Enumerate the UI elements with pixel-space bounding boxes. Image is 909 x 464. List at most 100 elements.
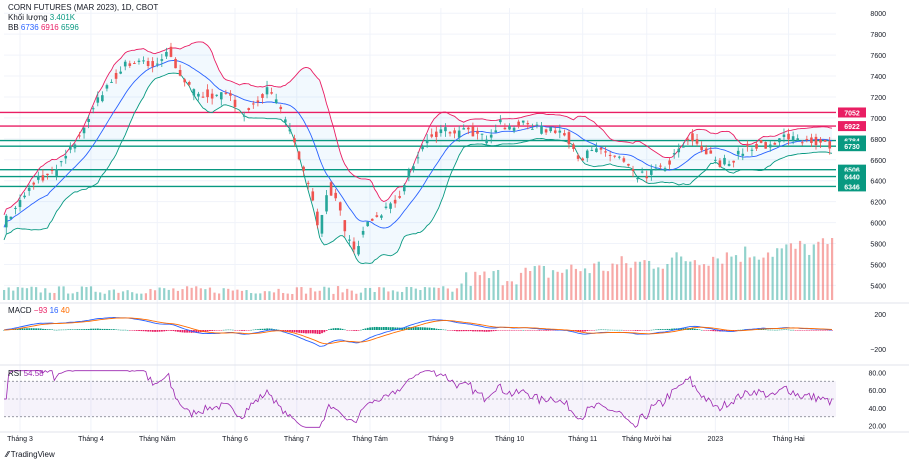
volume-bar [721, 263, 724, 300]
macd-histogram-bar [467, 330, 470, 332]
candle-body [677, 148, 681, 153]
volume-bar [808, 254, 811, 300]
macd-histogram-bar [58, 329, 60, 331]
candle-body [494, 130, 498, 133]
macd-histogram-bar [213, 330, 216, 331]
price-tick-label: 7800 [870, 32, 886, 39]
macd-histogram-bar [659, 329, 662, 330]
candle-body [467, 127, 470, 130]
candle-body [476, 130, 479, 134]
candle-body [325, 195, 328, 212]
rsi-tick-label: 20.00 [868, 424, 886, 431]
macd-histogram-bar [275, 329, 278, 330]
macd-histogram-bar [117, 329, 120, 331]
volume-bar [80, 286, 83, 300]
candle-body [4, 215, 8, 228]
candle-body [384, 206, 388, 208]
macd-histogram-bar [110, 329, 113, 330]
macd-histogram-bar [209, 330, 211, 332]
candle-body [540, 125, 543, 134]
macd-histogram-bar [293, 330, 296, 333]
macd-histogram-bar [245, 330, 248, 331]
macd-histogram-bar [161, 330, 163, 332]
candle-body [617, 156, 621, 158]
macd-histogram-bar [543, 330, 545, 331]
macd-histogram-bar [618, 329, 621, 331]
volume-bar [57, 286, 61, 300]
volume-bar [789, 243, 793, 300]
macd-histogram-bar [547, 330, 550, 331]
candle-body [32, 182, 36, 185]
candle-body [535, 124, 539, 126]
volume-bar [666, 264, 669, 300]
candle-body [457, 130, 461, 138]
time-tick-label: Tháng 3 [7, 436, 33, 443]
macd-histogram-bar [112, 329, 115, 330]
candle-body [229, 93, 232, 96]
macd-legend: MACD −93 16 40 [8, 306, 70, 315]
macd-signal-value: 40 [60, 306, 70, 315]
macd-histogram-bar [401, 327, 403, 330]
macd-histogram-bar [412, 327, 415, 330]
candle-body [59, 161, 63, 163]
macd-histogram-bar [735, 330, 737, 331]
candle-body [663, 168, 667, 171]
macd-histogram-bar [131, 330, 134, 331]
volume-bar [25, 288, 29, 300]
volume-bar [195, 286, 198, 300]
macd-histogram-bar [353, 330, 355, 331]
macd-histogram-bar [515, 330, 518, 331]
candle-body [645, 176, 649, 179]
macd-histogram-bar [540, 330, 543, 331]
volume-bar [556, 271, 559, 300]
level-tag [838, 164, 866, 175]
candle-body [137, 60, 141, 62]
macd-histogram-bar [648, 330, 651, 331]
time-tick-label: Tháng Năm [139, 436, 176, 443]
price-tick-label: 7400 [870, 74, 886, 81]
macd-histogram-bar [629, 330, 632, 331]
candle-body [563, 133, 566, 136]
price-tick-label: 5800 [870, 242, 886, 249]
candle-body [64, 155, 68, 159]
volume-bar [12, 290, 15, 300]
candle-body [544, 129, 548, 133]
volume-bar [803, 244, 806, 300]
price-grid [0, 8, 909, 433]
candle-body [434, 131, 438, 138]
volume-bar [213, 292, 216, 300]
candle-body [357, 246, 360, 255]
volume-bar [185, 286, 189, 300]
volume-bar [506, 281, 509, 300]
macd-histogram-bar [369, 327, 371, 330]
volume-bar [254, 293, 257, 300]
macd-histogram-bar [419, 327, 422, 330]
candle-body [233, 99, 237, 107]
macd-histogram-bar [442, 329, 445, 331]
macd-histogram-bar [774, 329, 776, 331]
candle-body [453, 130, 456, 134]
candle-body [128, 63, 132, 66]
volume-bar [712, 256, 715, 300]
candle-body [668, 160, 671, 165]
volume-bar [652, 268, 655, 300]
candle-body [242, 115, 246, 117]
volume-bar [794, 248, 797, 300]
macd-histogram-bar [426, 327, 429, 330]
volume-bar [231, 290, 234, 300]
candle-body [585, 150, 589, 159]
macd-histogram-bar [783, 329, 785, 331]
macd-histogram-bar [334, 328, 337, 330]
macd-histogram-bar [533, 330, 536, 331]
volume-bar [190, 287, 193, 300]
macd-histogram-bar [204, 330, 207, 332]
volume-bar [744, 246, 747, 300]
macd-histogram-bar [460, 330, 463, 332]
macd-histogram-bar [316, 330, 319, 334]
candle-body [110, 81, 113, 83]
volume-bar [382, 287, 385, 300]
macd-histogram-bar [360, 329, 362, 331]
volume-bar [547, 277, 550, 300]
macd-histogram-bar [71, 329, 74, 330]
candle-body [412, 166, 415, 170]
